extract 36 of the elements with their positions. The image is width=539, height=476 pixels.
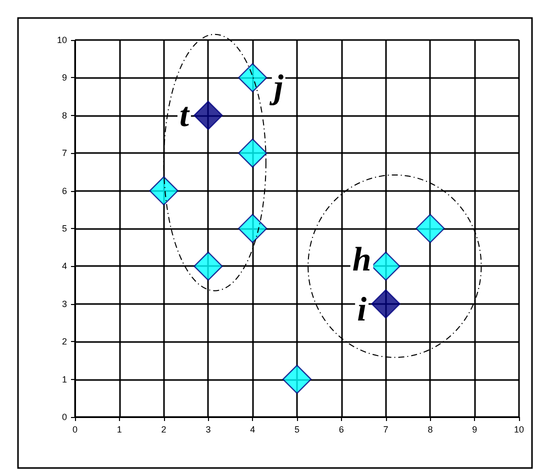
y-tick-label: 4 xyxy=(62,261,67,272)
x-tick-label: 3 xyxy=(206,424,211,434)
y-tick-label: 9 xyxy=(62,72,67,83)
x-tick-label: 6 xyxy=(338,424,344,434)
x-tick-label: 4 xyxy=(250,424,256,434)
annotation: j xyxy=(268,69,284,106)
point xyxy=(194,100,223,130)
x-tick-label: 10 xyxy=(514,424,524,434)
y-tick-label: 0 xyxy=(62,412,67,422)
annotation: h xyxy=(352,242,372,279)
y-tick-label: 1 xyxy=(62,374,67,384)
x-tick-label: 1 xyxy=(116,424,122,434)
point xyxy=(371,289,400,318)
x-tick-label: 0 xyxy=(72,424,78,434)
y-tick-label: 6 xyxy=(62,186,67,196)
point xyxy=(238,138,268,168)
y-tick-label: 5 xyxy=(62,224,67,234)
y-tick-label: 3 xyxy=(62,298,67,309)
point xyxy=(371,252,400,281)
x-tick-label: 5 xyxy=(294,424,300,434)
annotation: t xyxy=(179,96,190,134)
point xyxy=(238,214,268,244)
x-tick-label: 9 xyxy=(472,424,478,434)
point xyxy=(282,364,312,394)
y-tick-label: 7 xyxy=(62,148,67,158)
point xyxy=(149,176,178,206)
y-tick-label: 10 xyxy=(56,35,67,45)
point xyxy=(194,252,223,281)
x-tick-label: 7 xyxy=(383,424,388,434)
x-tick-label: 8 xyxy=(428,424,433,434)
y-tick-label: 8 xyxy=(62,110,67,120)
y-tick-label: 2 xyxy=(62,336,67,347)
annotation: i xyxy=(357,291,368,328)
x-tick-label: 2 xyxy=(161,424,166,434)
point xyxy=(238,63,268,92)
point xyxy=(416,214,445,244)
